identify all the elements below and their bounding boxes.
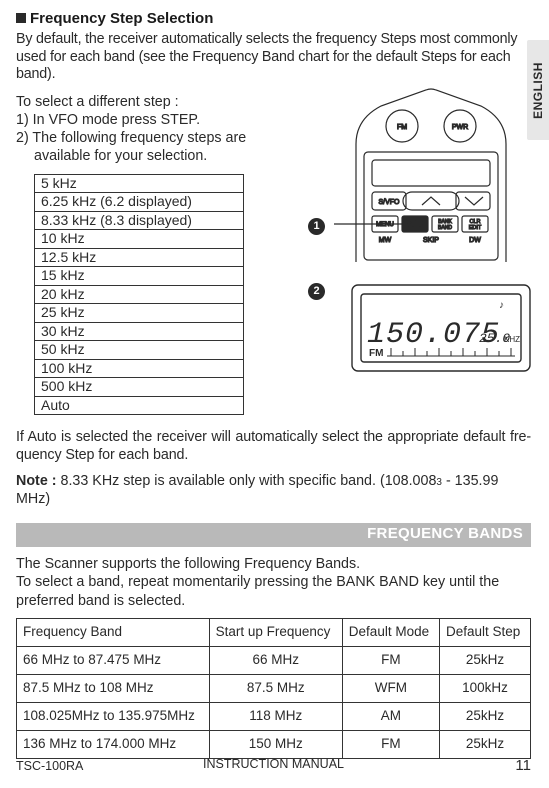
display-mode: FM <box>369 348 383 359</box>
frequency-steps-table: 5 kHz6.25 kHz (6.2 displayed)8.33 kHz (8… <box>34 174 244 416</box>
note-text: 8.33 KHz step is available only with spe… <box>57 473 437 489</box>
freq-step-cell: Auto <box>35 396 244 415</box>
bands-cell: FM <box>342 730 439 758</box>
section-title: Frequency Step Selection <box>16 10 531 29</box>
footer-manual: INSTRUCTION MANUAL <box>16 757 531 773</box>
bands-col-header: Default Mode <box>342 619 439 647</box>
intro-paragraph: By default, the receiver automatically s… <box>16 31 531 85</box>
bands-cell: FM <box>342 647 439 675</box>
svg-text:♪: ♪ <box>499 300 504 311</box>
freq-step-cell: 6.25 kHz (6.2 displayed) <box>35 193 244 212</box>
table-row: 66 MHz to 87.475 MHz66 MHzFM25kHz <box>17 647 531 675</box>
svg-text:MENU: MENU <box>376 222 394 228</box>
table-row: 108.025MHz to 135.975MHz118 MHzAM25kHz <box>17 703 531 731</box>
note-paragraph: Note : 8.33 KHz step is available only w… <box>16 473 531 509</box>
freq-step-cell: 5 kHz <box>35 174 244 193</box>
freq-step-cell: 20 kHz <box>35 285 244 304</box>
display-illustration: ♪ 150.075 25.0 KHZ FM <box>351 284 531 374</box>
radio-illustration: FM PWR S/VFO MEN <box>326 84 536 264</box>
bands-intro-2: To select a band, repeat momentarily pre… <box>16 574 499 609</box>
freq-step-cell: 12.5 kHz <box>35 248 244 267</box>
bands-cell: 100kHz <box>440 675 531 703</box>
bands-cell: WFM <box>342 675 439 703</box>
auto-paragraph: If Auto is selected the receiver will au… <box>16 429 531 465</box>
step-1: 1) In VFO mode press STEP. <box>16 112 296 130</box>
bands-cell: 87.5 MHz <box>209 675 342 703</box>
freq-step-cell: 500 kHz <box>35 378 244 397</box>
bands-col-header: Start up Frequency <box>209 619 342 647</box>
bands-cell: 118 MHz <box>209 703 342 731</box>
svg-text:BAND: BAND <box>438 225 452 231</box>
display-step-unit: KHZ <box>504 335 520 344</box>
svg-text:STEP: STEP <box>407 222 423 228</box>
frequency-bands-header: FREQUENCY BANDS <box>16 523 531 547</box>
svg-text:MW: MW <box>379 237 392 244</box>
bands-col-header: Frequency Band <box>17 619 210 647</box>
freq-step-cell: 15 kHz <box>35 267 244 286</box>
table-row: 87.5 MHz to 108 MHz87.5 MHzWFM100kHz <box>17 675 531 703</box>
svg-text:SKIP: SKIP <box>423 237 439 244</box>
bands-cell: 150 MHz <box>209 730 342 758</box>
bands-cell: 108.025MHz to 135.975MHz <box>17 703 210 731</box>
callout-1: 1 <box>308 218 325 235</box>
freq-step-cell: 30 kHz <box>35 322 244 341</box>
bands-cell: 66 MHz <box>209 647 342 675</box>
note-label: Note : <box>16 473 57 489</box>
bands-cell: 25kHz <box>440 647 531 675</box>
pwr-label: PWR <box>452 124 468 131</box>
page-footer: TSC-100RA INSTRUCTION MANUAL 11 <box>16 757 531 776</box>
table-row: 136 MHz to 174.000 MHz150 MHzFM25kHz <box>17 730 531 758</box>
step-2b: available for your selection. <box>16 148 296 166</box>
section-title-text: Frequency Step Selection <box>30 10 213 27</box>
bands-cell: 25kHz <box>440 703 531 731</box>
freq-step-cell: 25 kHz <box>35 304 244 323</box>
select-different-step: To select a different step : <box>16 94 296 112</box>
svg-text:S/VFO: S/VFO <box>378 199 400 206</box>
bands-cell: 136 MHz to 174.000 MHz <box>17 730 210 758</box>
fm-label: FM <box>397 124 407 131</box>
freq-step-cell: 50 kHz <box>35 341 244 360</box>
step-2a: 2) The following frequency steps are <box>16 130 296 148</box>
bands-col-header: Default Step <box>440 619 531 647</box>
frequency-bands-table: Frequency BandStart up FrequencyDefault … <box>16 618 531 758</box>
svg-text:DW: DW <box>469 237 481 244</box>
freq-step-cell: 8.33 kHz (8.3 displayed) <box>35 211 244 230</box>
bands-cell: AM <box>342 703 439 731</box>
freq-step-cell: 100 kHz <box>35 359 244 378</box>
callout-2: 2 <box>308 283 325 300</box>
bands-intro-1: The Scanner supports the following Frequ… <box>16 556 360 572</box>
bands-cell: 87.5 MHz to 108 MHz <box>17 675 210 703</box>
bands-cell: 25kHz <box>440 730 531 758</box>
bands-cell: 66 MHz to 87.475 MHz <box>17 647 210 675</box>
svg-text:EDIT: EDIT <box>469 225 482 231</box>
freq-step-cell: 10 kHz <box>35 230 244 249</box>
bullet-square-icon <box>16 13 26 23</box>
bands-intro: The Scanner supports the following Frequ… <box>16 555 531 611</box>
frequency-bands-header-text: FREQUENCY BANDS <box>367 525 523 544</box>
